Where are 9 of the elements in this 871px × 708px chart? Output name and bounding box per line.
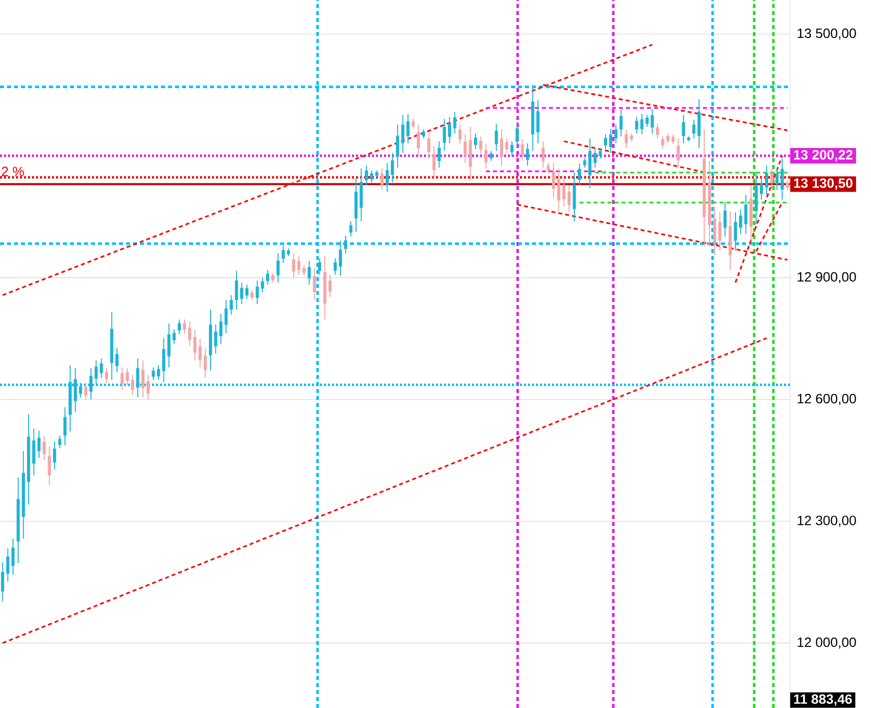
ref-line-label: 13 200,22 bbox=[794, 150, 852, 162]
ref-line-label: 13 130,50 bbox=[794, 178, 852, 190]
text: 11 883,46 bbox=[794, 694, 852, 706]
y-tick-label: 12 600,00 bbox=[798, 394, 856, 406]
y-tick-label: 12 900,00 bbox=[798, 272, 856, 284]
y-tick-label: 13 500,00 bbox=[798, 28, 856, 40]
y-tick-label: 12 000,00 bbox=[798, 637, 856, 649]
annotation: 2 % bbox=[2, 166, 24, 176]
y-tick-label: 12 300,00 bbox=[798, 516, 856, 527]
